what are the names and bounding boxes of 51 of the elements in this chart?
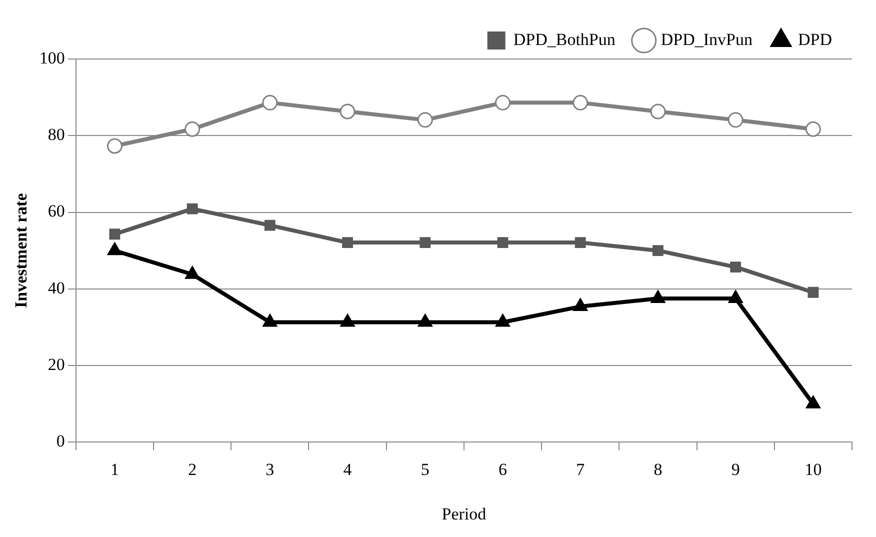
- point: [342, 237, 353, 248]
- point: [495, 94, 511, 110]
- point: [417, 112, 433, 128]
- point: [262, 314, 278, 327]
- legend-label: DPD_BothPun: [513, 30, 616, 49]
- x-tick-label: 1: [110, 460, 119, 479]
- point: [107, 242, 122, 256]
- y-tick-label: 0: [56, 432, 65, 451]
- point: [572, 94, 588, 110]
- point: [340, 314, 355, 327]
- x-tick-label: 6: [498, 460, 508, 479]
- x-tick-label: 8: [654, 460, 662, 479]
- point: [497, 237, 508, 248]
- x-tick-label: 10: [804, 460, 822, 479]
- point: [652, 245, 664, 256]
- point: [730, 262, 742, 273]
- y-tick-label: 100: [39, 48, 65, 68]
- point: [574, 237, 586, 248]
- y-tick-label: 20: [48, 355, 65, 374]
- point: [262, 94, 278, 110]
- y-tick-label: 40: [48, 278, 65, 298]
- point: [728, 290, 744, 303]
- point: [184, 266, 200, 279]
- y-tick-label: 80: [48, 125, 65, 144]
- point: [264, 220, 276, 231]
- point: [109, 228, 120, 240]
- point: [495, 314, 510, 327]
- x-axis-title: Period: [442, 504, 487, 524]
- x-tick-label: 9: [731, 460, 740, 479]
- y-axis-title: Investment rate: [12, 192, 31, 308]
- x-tick-label: 3: [266, 460, 274, 479]
- legend-label: DPD: [798, 30, 832, 49]
- point: [650, 104, 666, 120]
- x-tick-label: 2: [188, 460, 197, 479]
- point: [418, 314, 433, 327]
- point: [808, 286, 819, 298]
- point: [650, 290, 666, 303]
- y-tick-label: 60: [48, 202, 65, 221]
- point: [806, 395, 821, 408]
- point: [340, 104, 356, 120]
- x-tick-label: 5: [420, 460, 430, 479]
- x-tick-label: 7: [576, 460, 586, 479]
- point: [728, 112, 744, 128]
- point: [420, 237, 431, 248]
- point: [572, 298, 588, 312]
- point: [106, 138, 122, 154]
- x-tick-label: 4: [343, 460, 352, 479]
- legend-label: DPD_InvPun: [660, 30, 753, 49]
- point: [186, 203, 198, 214]
- point: [184, 121, 200, 137]
- point: [805, 121, 821, 137]
